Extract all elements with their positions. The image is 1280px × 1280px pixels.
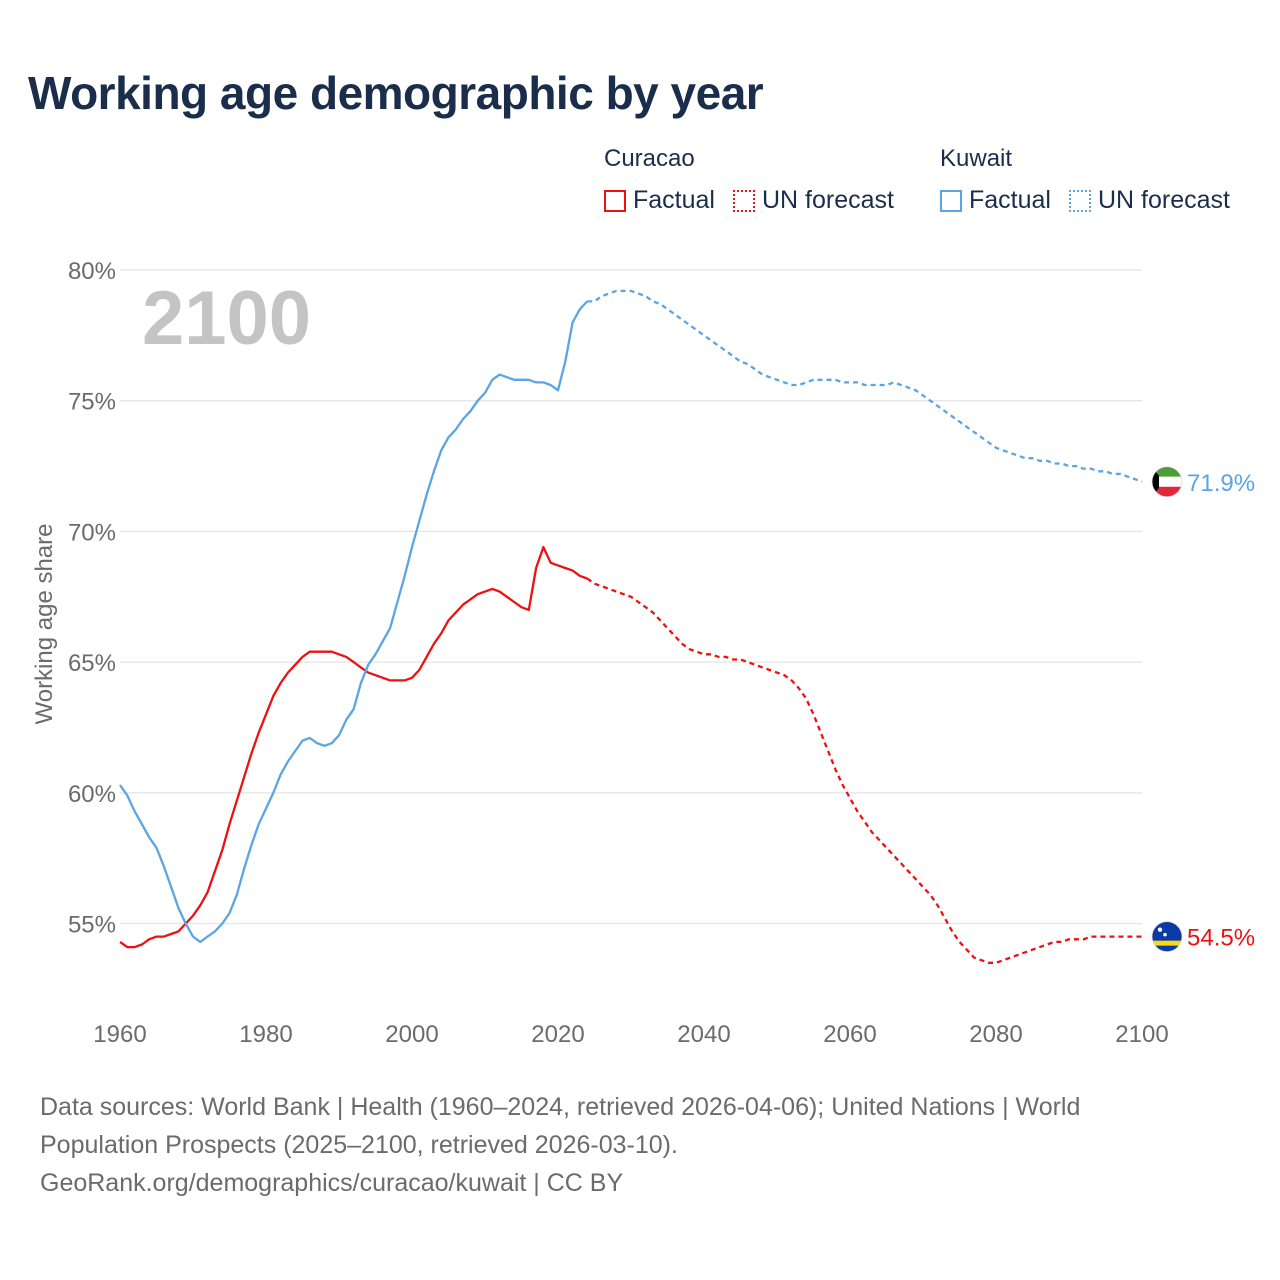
series-lines (119, 289, 1143, 964)
y-tick-label: 55% (68, 912, 116, 939)
y-tick-label: 65% (68, 650, 116, 677)
legend-kuwait-forecast[interactable]: UN forecast (1068, 186, 1230, 215)
y-tick-label: 75% (68, 389, 116, 416)
x-tick-label: 2100 (1115, 1021, 1168, 1048)
x-tick-label: 2080 (969, 1021, 1022, 1048)
series-line-kuwait-factual[interactable] (119, 300, 589, 944)
chart-title: Working age demographic by year (28, 67, 764, 119)
curacao-flag-icon (1151, 921, 1183, 953)
legend-solid-swatch (940, 189, 962, 212)
series-line-kuwait-forecast[interactable] (587, 289, 1143, 483)
data-sources: Data sources: World Bank | Health (1960–… (40, 1093, 1081, 1159)
legend-country-label: Curacao (604, 145, 695, 172)
y-tick-label: 80% (68, 258, 116, 285)
legend-solid-swatch (604, 189, 626, 212)
series-line-curacao-forecast[interactable] (586, 577, 1142, 964)
legend-country-label: Kuwait (940, 145, 1013, 172)
legend-dotted-swatch (732, 189, 755, 212)
legend-dotted-swatch (1068, 189, 1091, 212)
x-tick-label: 1980 (239, 1021, 292, 1048)
legend-kuwait: Kuwait Factual UN forecast (940, 144, 1248, 215)
x-tick-label: 2020 (531, 1021, 584, 1048)
legend-factual-label: Factual (633, 186, 715, 214)
line-chart: 2100 Working age share 55% 60% 65% 70% 75% 80… (31, 258, 1255, 1048)
y-tick-label: 70% (68, 519, 116, 546)
credit-link[interactable]: GeoRank.org/demographics/curacao/kuwait … (40, 1169, 624, 1197)
y-tick-label: 60% (68, 781, 116, 808)
axis-ticks: 55% 60% 65% 70% 75% 80% 1960 1980 2000 2020 2040 20… (68, 258, 1169, 1048)
end-markers: 54.5% 71.9% (1151, 466, 1255, 953)
x-tick-label: 1960 (93, 1021, 146, 1048)
legend-kuwait-factual[interactable]: Factual (940, 186, 1051, 215)
x-tick-label: 2060 (823, 1021, 876, 1048)
year-watermark: 2100 (142, 276, 311, 361)
end-value-label: 54.5% (1187, 925, 1255, 952)
legend-curacao-factual[interactable]: Factual (604, 186, 715, 215)
legend-curacao-forecast[interactable]: UN forecast (732, 186, 894, 215)
end-value-label: 71.9% (1187, 470, 1255, 497)
series-line-curacao-factual[interactable] (119, 545, 588, 949)
grid-lines (120, 269, 1142, 925)
legend-forecast-label: UN forecast (761, 186, 894, 214)
x-tick-label: 2040 (677, 1021, 730, 1048)
x-tick-label: 2000 (385, 1021, 438, 1048)
legend-curacao: Curacao Factual UN forecast (604, 144, 912, 215)
legend-forecast-label: UN forecast (1097, 186, 1230, 214)
kuwait-flag-icon (1151, 466, 1183, 498)
y-axis-label: Working age share (31, 524, 58, 725)
legend-factual-label: Factual (969, 186, 1051, 214)
footer: Data sources: World Bank | Health (1960–… (40, 1088, 1160, 1202)
